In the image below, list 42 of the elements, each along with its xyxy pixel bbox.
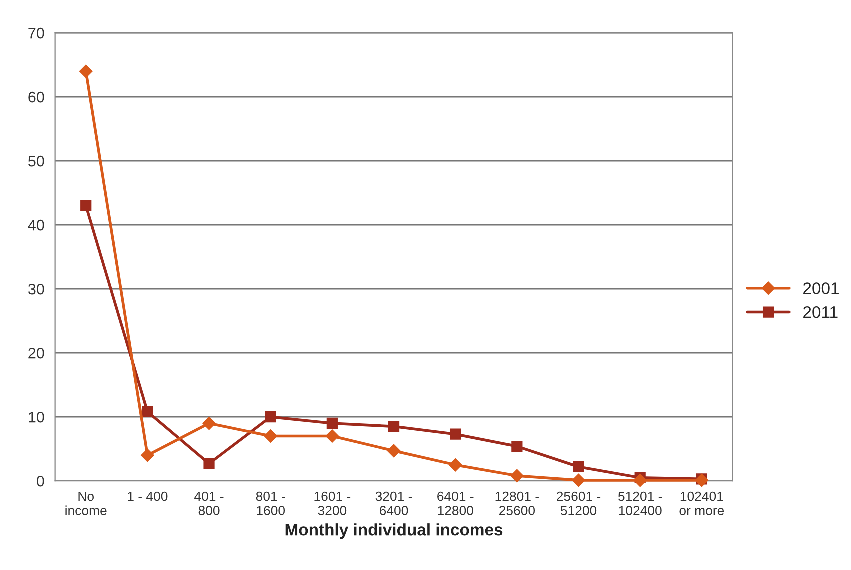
point	[264, 430, 278, 443]
point	[80, 200, 92, 212]
point	[202, 416, 216, 430]
x-tick-label: 102401 or more	[680, 492, 724, 516]
y-tick-label: 70	[28, 28, 44, 39]
x-tick-label: 3201 - 6400	[376, 492, 412, 516]
point	[204, 458, 215, 470]
legend-label: 2001	[804, 282, 839, 294]
point	[634, 474, 647, 488]
point	[388, 421, 400, 432]
x-tick-label: 801 - 1600	[256, 492, 286, 516]
y-tick-label: 50	[28, 156, 44, 167]
x-tick-label: 25601 - 51200	[557, 492, 601, 516]
y-tick-label: 10	[29, 412, 44, 423]
point	[512, 440, 523, 452]
x-tick-label: 51201 - 102400	[618, 492, 662, 516]
x-tick-label: No income	[66, 492, 107, 516]
x-tick-label: 6401 - 12800	[438, 492, 474, 516]
point	[387, 444, 401, 458]
point	[142, 406, 154, 418]
legend-label: 2011	[804, 306, 838, 318]
point	[141, 448, 154, 462]
point	[450, 428, 462, 440]
x-tick-label: 1601 - 3200	[314, 492, 351, 516]
y-tick-label: 60	[28, 92, 44, 103]
point	[265, 412, 276, 423]
y-tick-label: 30	[28, 284, 44, 295]
x-tick-label: 401 - 800	[194, 492, 224, 516]
y-tick-label: 40	[28, 220, 44, 231]
point	[326, 430, 340, 443]
x-tick-label: 1 - 400	[128, 492, 168, 502]
y-tick-label: 20	[28, 348, 44, 359]
x-axis-title: Monthly individual incomes	[286, 524, 503, 540]
point	[510, 469, 524, 483]
x-tick-label: 12801 - 25600	[496, 492, 539, 516]
point	[449, 458, 462, 472]
point	[80, 64, 93, 78]
point	[572, 474, 586, 488]
y-tick-label: 0	[37, 476, 44, 487]
point	[326, 418, 338, 430]
point	[573, 461, 584, 473]
point	[695, 474, 709, 488]
